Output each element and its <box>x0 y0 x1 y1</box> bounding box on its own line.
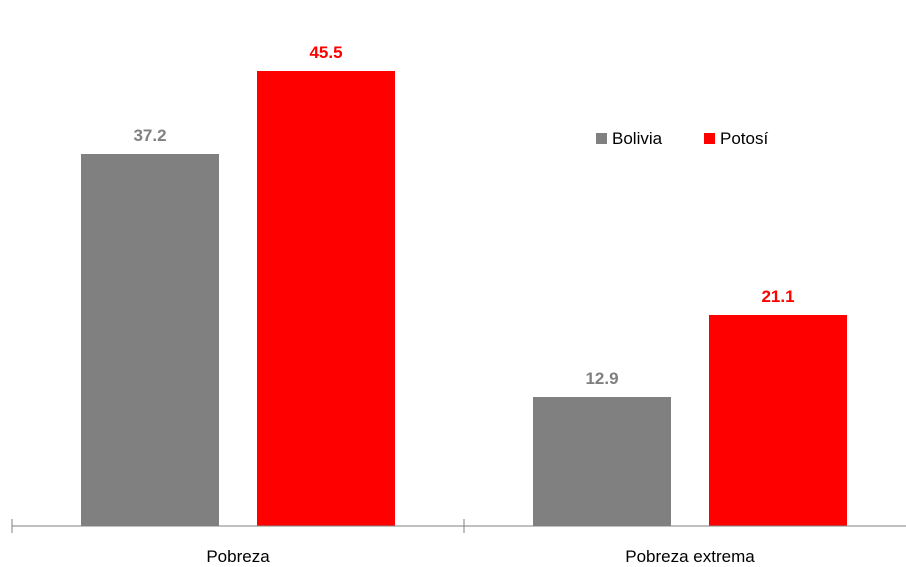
bar-potosi-pobreza <box>257 71 395 526</box>
legend-swatch-bolivia <box>596 133 607 144</box>
category-label-pobreza-extrema: Pobreza extrema <box>625 547 755 566</box>
legend-swatch-potosi <box>704 133 715 144</box>
category-label-pobreza: Pobreza <box>206 547 270 566</box>
legend-label-potosi: Potosí <box>720 129 768 148</box>
value-label-potosi-pobreza: 45.5 <box>309 43 342 62</box>
bars-group <box>81 71 847 526</box>
bar-bolivia-pobreza-extrema <box>533 397 671 526</box>
value-label-bolivia-pobreza-extrema: 12.9 <box>585 369 618 388</box>
value-labels-group: 37.2 12.9 45.5 21.1 <box>133 43 794 388</box>
bar-bolivia-pobreza <box>81 154 219 526</box>
legend: Bolivia Potosí <box>596 129 768 148</box>
category-labels: Pobreza Pobreza extrema <box>206 547 755 566</box>
value-label-potosi-pobreza-extrema: 21.1 <box>761 287 794 306</box>
value-label-bolivia-pobreza: 37.2 <box>133 126 166 145</box>
legend-label-bolivia: Bolivia <box>612 129 663 148</box>
bar-potosi-pobreza-extrema <box>709 315 847 526</box>
x-axis <box>11 519 906 533</box>
